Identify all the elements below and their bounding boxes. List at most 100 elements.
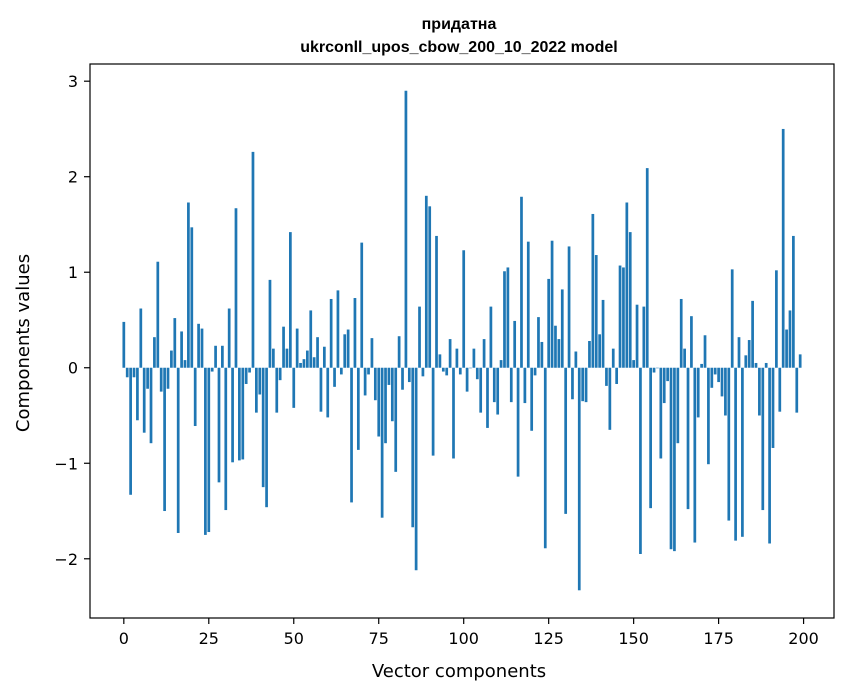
bar-60 xyxy=(326,367,330,418)
bar-21 xyxy=(193,367,197,427)
bar-186 xyxy=(754,362,758,368)
bar-25 xyxy=(207,367,211,533)
bar-103 xyxy=(472,348,476,368)
y-tick-label: −2 xyxy=(54,550,78,569)
bar-105 xyxy=(479,367,483,413)
bar-154 xyxy=(645,168,649,368)
bar-98 xyxy=(455,348,459,368)
bar-137 xyxy=(588,341,591,368)
bar-109 xyxy=(492,367,496,403)
bar-150 xyxy=(632,360,635,368)
bar-70 xyxy=(360,242,364,368)
bar-90 xyxy=(428,206,432,368)
bar-53 xyxy=(302,359,306,368)
bar-144 xyxy=(611,348,615,368)
bar-68 xyxy=(353,298,357,368)
bar-11 xyxy=(159,367,163,392)
bar-96 xyxy=(448,339,452,368)
bar-164 xyxy=(679,298,683,368)
bar-126 xyxy=(550,240,554,368)
bar-94 xyxy=(441,367,445,372)
bar-168 xyxy=(693,367,697,543)
bar-24 xyxy=(204,367,207,535)
bar-187 xyxy=(758,367,761,416)
bar-34 xyxy=(238,367,241,461)
bar-198 xyxy=(795,367,799,413)
bar-183 xyxy=(744,355,748,368)
bar-146 xyxy=(618,265,622,368)
y-tick-label: 0 xyxy=(68,359,78,378)
bar-28 xyxy=(217,367,221,483)
bar-12 xyxy=(163,367,166,512)
bar-159 xyxy=(662,367,666,404)
y-tick-label: 2 xyxy=(68,168,78,187)
bar-158 xyxy=(659,367,663,459)
bar-4 xyxy=(136,367,139,421)
bar-35 xyxy=(241,367,245,460)
bar-165 xyxy=(683,348,686,368)
bar-54 xyxy=(305,350,309,368)
bar-108 xyxy=(489,306,493,368)
bar-185 xyxy=(751,300,754,368)
x-tick-label: 25 xyxy=(199,629,219,648)
x-axis-label: Vector components xyxy=(372,661,546,682)
bar-58 xyxy=(319,367,323,412)
chart-subtitle: ukrconll_upos_cbow_200_10_2022 model xyxy=(300,39,617,56)
bar-73 xyxy=(370,338,374,368)
bar-92 xyxy=(435,235,438,368)
bar-178 xyxy=(727,367,731,521)
bar-51 xyxy=(295,328,299,368)
bar-0 xyxy=(122,321,126,368)
bar-181 xyxy=(737,337,741,368)
bar-179 xyxy=(730,269,734,368)
bar-171 xyxy=(703,335,707,368)
bar-180 xyxy=(734,367,737,541)
bar-194 xyxy=(781,128,785,368)
bar-63 xyxy=(336,290,340,368)
bar-18 xyxy=(183,360,187,368)
bar-49 xyxy=(289,232,292,368)
bar-15 xyxy=(173,318,177,368)
bar-104 xyxy=(475,367,479,380)
bar-182 xyxy=(741,367,744,537)
bar-167 xyxy=(690,316,693,368)
bar-97 xyxy=(452,367,455,459)
bar-138 xyxy=(591,213,595,368)
bar-161 xyxy=(669,367,673,550)
bar-199 xyxy=(798,354,802,368)
x-tick-label: 200 xyxy=(788,629,819,648)
y-tick-label: −1 xyxy=(54,454,78,473)
bar-141 xyxy=(601,299,605,368)
bar-78 xyxy=(387,367,391,385)
bar-59 xyxy=(322,346,326,368)
bar-131 xyxy=(567,246,571,368)
bar-55 xyxy=(309,310,313,368)
bar-147 xyxy=(622,267,625,368)
bar-71 xyxy=(363,367,367,396)
bar-99 xyxy=(458,367,462,375)
bar-197 xyxy=(792,235,795,368)
bar-86 xyxy=(414,367,418,571)
bar-84 xyxy=(407,367,411,383)
bar-127 xyxy=(554,325,557,368)
bar-135 xyxy=(581,367,585,402)
bar-75 xyxy=(377,367,381,437)
bar-16 xyxy=(176,367,180,533)
bar-31 xyxy=(227,308,231,368)
bar-173 xyxy=(710,367,714,388)
bar-5 xyxy=(139,308,143,368)
bar-121 xyxy=(533,367,537,376)
bar-8 xyxy=(149,367,153,444)
bar-38 xyxy=(251,151,255,368)
bar-100 xyxy=(462,250,466,368)
bar-69 xyxy=(356,367,360,450)
bar-1 xyxy=(125,367,129,378)
x-tick-label: 100 xyxy=(448,629,479,648)
bar-128 xyxy=(557,339,561,368)
bars-group xyxy=(122,90,802,591)
bar-33 xyxy=(234,208,238,368)
bar-79 xyxy=(390,367,394,422)
bar-151 xyxy=(635,304,639,368)
bar-102 xyxy=(469,367,472,369)
bar-101 xyxy=(465,367,469,392)
